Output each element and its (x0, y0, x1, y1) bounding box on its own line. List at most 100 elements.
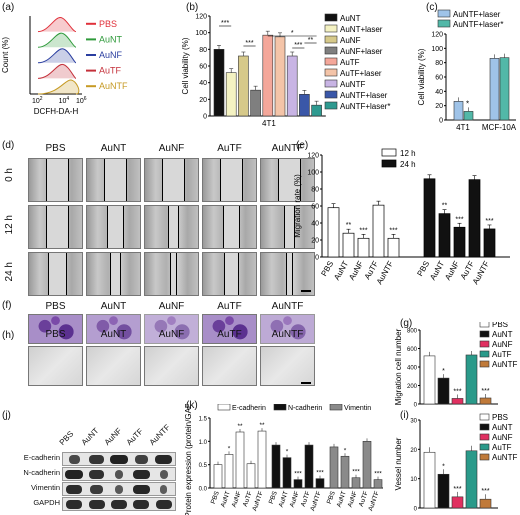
significance-mark: * (291, 30, 294, 37)
legend-entry: AuNF (492, 340, 513, 349)
blot-band (135, 454, 148, 464)
legend-entry: AuNT+laser (340, 25, 383, 34)
significance-mark: *** (453, 388, 461, 395)
blot-band (132, 469, 150, 479)
blot-band (68, 454, 80, 464)
legend-entry: AuNTF+laser* (340, 102, 390, 111)
bar-n-cadherin-pbs (271, 444, 281, 489)
legend-entry: N-cadherin (288, 405, 322, 412)
scale-bar (301, 382, 311, 384)
panel-label-e: (e) (296, 140, 309, 151)
row-label: 24 h (4, 262, 15, 282)
legend-entry: AuNT (340, 14, 361, 23)
bar-aunt-laser (225, 72, 237, 117)
lane-label: AuNT (80, 426, 101, 447)
blot-band (110, 499, 128, 509)
transwell-image (260, 314, 315, 344)
significance-mark: *** (389, 227, 397, 234)
blot-band (114, 484, 124, 494)
legend-entry: AuNTF+laser (453, 10, 501, 19)
column-header: AuNT (100, 143, 127, 154)
y-tick: 100 (195, 30, 207, 37)
significance-mark: *** (453, 486, 461, 493)
y-tick: 20 (435, 103, 443, 110)
panel-label-h: (h) (2, 330, 15, 341)
protein-expression-chart: 0.0 0.5 1.0 1.5 Protein expression (protein/… (184, 404, 383, 515)
y-tick: 40 (311, 221, 319, 228)
y-tick: 0 (414, 507, 418, 513)
y-tick: 400 (407, 366, 418, 372)
y-tick: 1.0 (199, 440, 208, 446)
x-tick: AuNF (347, 259, 365, 281)
blot-band (114, 469, 124, 479)
y-tick: 40 (199, 80, 207, 87)
y-tick: 30 (410, 419, 417, 425)
y-tick: 0 (203, 114, 207, 121)
bar-aunt (437, 377, 450, 405)
blot-band (133, 499, 150, 509)
wound-image (202, 205, 257, 249)
blot-strip (62, 482, 176, 496)
bar-24h-aunt (438, 213, 451, 258)
bar-e-cadherin-aunf (235, 431, 245, 489)
histogram-pbs (37, 17, 77, 33)
protein-label: N-cadherin (23, 468, 60, 477)
panel-label-d: (d) (2, 140, 15, 151)
significance-mark: ** (237, 423, 243, 430)
y-tick: 200 (407, 384, 418, 390)
flow-histograms: PBS AuNT AuNF AuTF AuNTF 102 104 106 DCFH-DA-H Co… (1, 16, 128, 116)
bar-autf (465, 354, 478, 405)
x-tick: 4T1 (456, 123, 470, 132)
y-tick: 60 (435, 75, 443, 82)
legend-entry: AuTF (492, 443, 512, 452)
column-header: PBS (45, 301, 66, 312)
vessel-image (28, 346, 83, 386)
legend-entry: 24 h (400, 160, 416, 169)
y-tick: 0 (315, 255, 319, 262)
significance-mark: ** (259, 422, 265, 429)
blot-band (155, 499, 172, 509)
bar-n-cadherin-auntf (315, 478, 325, 489)
blot-band (66, 499, 83, 509)
bar-vimentin-auntf (373, 479, 383, 489)
legend-pbs: PBS (99, 19, 117, 29)
legend-autf: AuTF (99, 66, 122, 76)
bar-4t1 (453, 101, 464, 121)
x-tick: PBS (326, 490, 337, 505)
legend-entry: 12 h (400, 149, 416, 158)
bar-aunf (451, 398, 464, 405)
bar-aunf (451, 496, 464, 509)
bar-auntf-laser- (311, 104, 322, 117)
wound-image (86, 205, 141, 249)
y-tick: 10 (410, 477, 417, 483)
lane-label: PBS (57, 429, 76, 447)
bar-n-cadherin-autf (304, 444, 314, 489)
y-axis-label: Protein expression (protein/GAPDH) (184, 404, 193, 515)
legend-auntf: AuNTF (99, 81, 128, 91)
panel-label-c: (c) (426, 2, 438, 13)
legend-aunf: AuNF (99, 50, 123, 60)
bar-auntf-laser (299, 94, 310, 117)
significance-mark: * (442, 463, 445, 470)
vessel-image (202, 346, 257, 386)
vessel-image (86, 346, 141, 386)
y-axis-label: Vessel number (394, 437, 403, 490)
protein-label: E-cadherin (23, 453, 60, 462)
blot-strip (62, 452, 176, 466)
histogram-auntf (37, 79, 80, 95)
y-axis-label: Cell viability (%) (418, 48, 426, 105)
x-tick: 104 (59, 96, 70, 105)
blot-band (160, 484, 168, 494)
row-label: 0 h (4, 168, 15, 182)
blot-band (65, 469, 84, 479)
legend-entry: AuNF (492, 433, 513, 442)
bar-aunf (238, 55, 249, 117)
significance-mark: * (442, 368, 445, 375)
y-axis-label: Cell viability (%) (181, 37, 190, 94)
panel-label-k: (k) (186, 400, 198, 411)
significance-mark: *** (485, 218, 493, 225)
bar-pbs (423, 355, 436, 405)
significance-mark: ** (308, 37, 314, 44)
bar-autf-laser (274, 36, 286, 117)
